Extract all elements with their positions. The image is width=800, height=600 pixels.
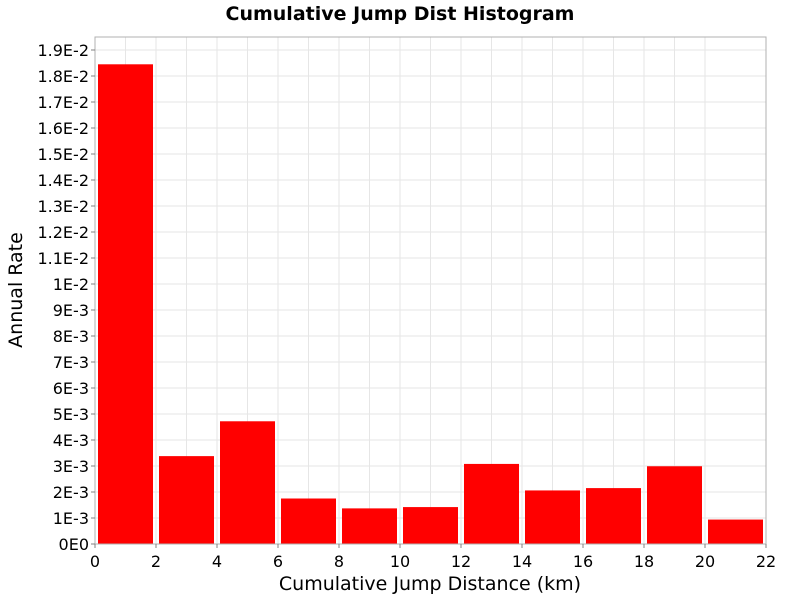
- y-tick-label: 1.1E-2: [37, 249, 89, 268]
- bar-9: [647, 466, 702, 544]
- x-tick-label: 2: [151, 552, 161, 571]
- y-tick-label: 7E-3: [53, 353, 89, 372]
- bar-10: [708, 519, 763, 544]
- y-axis-label: Annual Rate: [5, 232, 27, 348]
- y-tick-label: 4E-3: [53, 431, 89, 450]
- x-tick-label: 8: [334, 552, 344, 571]
- y-tick-label: 1.2E-2: [37, 223, 89, 242]
- y-tick-label: 9E-3: [53, 301, 89, 320]
- x-axis-ticks: 0 2 4 6 8 10 12 14 16 18 20 22: [90, 544, 776, 571]
- x-tick-label: 4: [212, 552, 222, 571]
- y-tick-label: 0E0: [59, 535, 89, 554]
- chart-title: Cumulative Jump Dist Histogram: [226, 3, 575, 25]
- x-tick-label: 10: [390, 552, 410, 571]
- bar-0: [98, 64, 153, 545]
- y-tick-label: 1.5E-2: [37, 145, 89, 164]
- x-tick-label: 22: [756, 552, 776, 571]
- bar-4: [342, 508, 397, 544]
- bar-8: [586, 488, 641, 544]
- bar-3: [281, 498, 336, 544]
- y-axis-ticks: 0E0 1E-3 2E-3 3E-3 4E-3 5E-3 6E-3 7E-3 8E-3 9E-3 1…: [37, 41, 95, 554]
- bars: [98, 64, 763, 545]
- bar-6: [464, 463, 519, 544]
- bar-5: [403, 507, 458, 544]
- x-tick-label: 18: [634, 552, 654, 571]
- y-tick-label: 1.3E-2: [37, 197, 89, 216]
- x-tick-label: 0: [90, 552, 100, 571]
- y-tick-label: 1.4E-2: [37, 171, 89, 190]
- x-tick-label: 6: [273, 552, 283, 571]
- y-tick-label: 5E-3: [53, 405, 89, 424]
- y-tick-label: 1.8E-2: [37, 67, 89, 86]
- y-tick-label: 1E-3: [53, 509, 89, 528]
- y-tick-label: 1.9E-2: [37, 41, 89, 60]
- y-tick-label: 1E-2: [53, 275, 89, 294]
- y-tick-label: 1.7E-2: [37, 93, 89, 112]
- y-tick-label: 8E-3: [53, 327, 89, 346]
- bar-1: [159, 456, 214, 544]
- x-axis-label: Cumulative Jump Distance (km): [279, 573, 581, 595]
- bar-7: [525, 490, 580, 544]
- y-tick-label: 2E-3: [53, 483, 89, 502]
- x-tick-label: 12: [451, 552, 471, 571]
- y-tick-label: 6E-3: [53, 379, 89, 398]
- y-tick-label: 1.6E-2: [37, 119, 89, 138]
- x-tick-label: 20: [695, 552, 715, 571]
- bar-2: [220, 421, 275, 544]
- y-tick-label: 3E-3: [53, 457, 89, 476]
- plot-frame: [94, 36, 767, 545]
- x-tick-label: 16: [573, 552, 593, 571]
- x-tick-label: 14: [512, 552, 532, 571]
